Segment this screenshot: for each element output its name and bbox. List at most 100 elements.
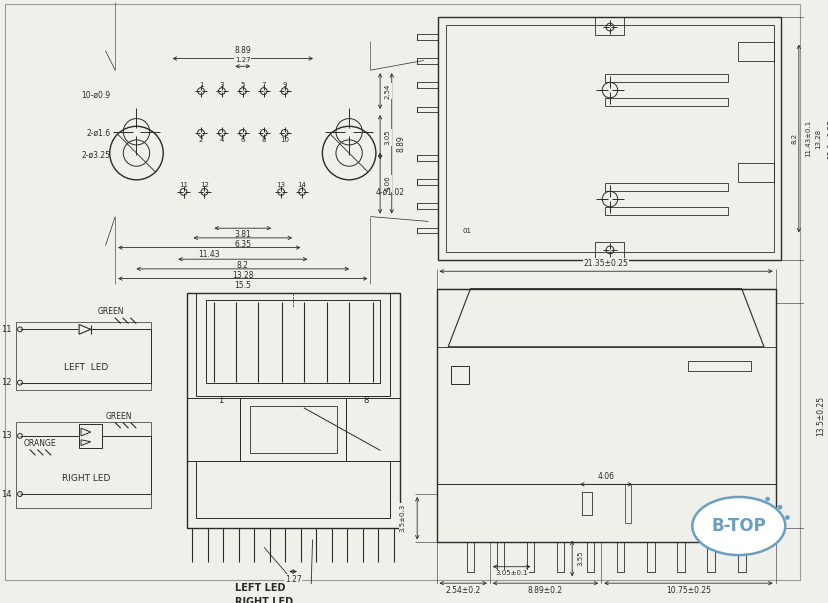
Bar bbox=[186, 292, 399, 528]
Bar bbox=[556, 543, 564, 572]
Ellipse shape bbox=[691, 497, 784, 555]
Text: 3.81: 3.81 bbox=[234, 230, 251, 239]
Bar bbox=[16, 321, 151, 390]
Text: B-TOP: B-TOP bbox=[710, 517, 765, 535]
Text: 3: 3 bbox=[219, 82, 224, 88]
Text: 2: 2 bbox=[199, 137, 203, 143]
Text: LEFT  LED: LEFT LED bbox=[64, 362, 108, 371]
Text: 14: 14 bbox=[297, 182, 306, 188]
Bar bbox=[416, 203, 438, 209]
Text: ORANGE: ORANGE bbox=[24, 439, 56, 448]
Bar bbox=[416, 58, 438, 64]
Text: 12: 12 bbox=[1, 378, 12, 387]
Text: 10: 10 bbox=[280, 137, 289, 143]
Text: 21.35±0.25: 21.35±0.25 bbox=[583, 259, 628, 268]
Text: 15.9±0.25: 15.9±0.25 bbox=[826, 118, 828, 159]
Text: 1: 1 bbox=[199, 82, 203, 88]
Bar bbox=[249, 406, 336, 453]
Text: 1.27: 1.27 bbox=[234, 57, 250, 63]
Circle shape bbox=[765, 497, 768, 501]
Text: 11.43±0.1: 11.43±0.1 bbox=[805, 120, 811, 157]
Bar bbox=[624, 484, 630, 523]
Bar bbox=[581, 492, 591, 516]
Bar bbox=[604, 207, 727, 215]
Text: 13.28: 13.28 bbox=[814, 128, 821, 148]
Bar bbox=[239, 398, 346, 461]
Bar bbox=[496, 543, 503, 572]
Bar bbox=[706, 543, 714, 572]
Text: 4-ø1.02: 4-ø1.02 bbox=[375, 188, 404, 197]
Text: 3.05±0.1: 3.05±0.1 bbox=[494, 570, 527, 576]
Bar bbox=[436, 484, 775, 543]
Text: 4.06: 4.06 bbox=[384, 175, 391, 191]
Bar bbox=[416, 107, 438, 112]
Bar bbox=[416, 83, 438, 88]
Text: RIGHT LED: RIGHT LED bbox=[61, 474, 110, 483]
Text: 3.55: 3.55 bbox=[576, 551, 582, 566]
Bar bbox=[604, 98, 727, 106]
Text: 8.2: 8.2 bbox=[790, 133, 797, 144]
Text: 2.54±0.2: 2.54±0.2 bbox=[445, 587, 480, 595]
Bar bbox=[346, 398, 399, 461]
Text: 5: 5 bbox=[240, 82, 245, 88]
Text: 3.3±0.3: 3.3±0.3 bbox=[766, 509, 772, 537]
Text: 13.28: 13.28 bbox=[232, 271, 253, 280]
Bar bbox=[604, 74, 727, 82]
Bar bbox=[196, 292, 390, 396]
Bar bbox=[676, 543, 684, 572]
Bar bbox=[586, 543, 594, 572]
Text: 12: 12 bbox=[200, 182, 209, 188]
Text: 6: 6 bbox=[240, 137, 245, 143]
Bar bbox=[737, 42, 773, 61]
Text: 8.89: 8.89 bbox=[234, 46, 251, 55]
Text: 2.54: 2.54 bbox=[384, 83, 391, 99]
Text: 9: 9 bbox=[282, 82, 286, 88]
Bar bbox=[526, 543, 534, 572]
Text: 8.89: 8.89 bbox=[397, 135, 406, 152]
Text: 1: 1 bbox=[218, 397, 223, 405]
Bar bbox=[595, 17, 623, 35]
Text: 11: 11 bbox=[179, 182, 188, 188]
Bar bbox=[436, 347, 775, 484]
Circle shape bbox=[777, 505, 781, 509]
Text: 8.2: 8.2 bbox=[237, 262, 248, 271]
Bar bbox=[416, 34, 438, 40]
Bar bbox=[416, 179, 438, 185]
Text: 8: 8 bbox=[261, 137, 266, 143]
Bar bbox=[416, 228, 438, 233]
Text: 01: 01 bbox=[462, 227, 471, 233]
Text: 8.89±0.2: 8.89±0.2 bbox=[527, 587, 562, 595]
Text: 8: 8 bbox=[363, 397, 368, 405]
Bar bbox=[616, 543, 623, 572]
Text: 3.5±0.3: 3.5±0.3 bbox=[399, 504, 405, 532]
Bar bbox=[646, 543, 654, 572]
Bar bbox=[438, 17, 781, 260]
Text: 10.75±0.25: 10.75±0.25 bbox=[665, 587, 710, 595]
Text: 2-ø1.6: 2-ø1.6 bbox=[86, 129, 110, 138]
Text: 15.5: 15.5 bbox=[234, 281, 251, 290]
Text: GREEN: GREEN bbox=[98, 308, 124, 317]
Text: 11.43: 11.43 bbox=[198, 250, 220, 259]
Bar bbox=[466, 543, 474, 572]
Circle shape bbox=[785, 516, 788, 519]
Text: 13: 13 bbox=[1, 431, 12, 440]
Bar bbox=[186, 398, 239, 461]
Bar bbox=[595, 242, 623, 260]
Text: 2-ø3.25: 2-ø3.25 bbox=[81, 151, 110, 160]
Text: 4.06: 4.06 bbox=[597, 472, 614, 481]
Bar bbox=[16, 422, 151, 508]
Bar bbox=[79, 425, 102, 447]
Text: 6.35: 6.35 bbox=[234, 240, 251, 249]
Text: RIGHT LED: RIGHT LED bbox=[235, 596, 293, 603]
Text: 14: 14 bbox=[1, 490, 12, 499]
Bar bbox=[196, 461, 390, 518]
Text: 3.05: 3.05 bbox=[384, 129, 391, 145]
Bar bbox=[737, 163, 773, 182]
Bar bbox=[604, 183, 727, 191]
Text: 11: 11 bbox=[1, 325, 12, 334]
Bar bbox=[436, 289, 775, 543]
Text: 13: 13 bbox=[277, 182, 286, 188]
Text: 13.5±0.25: 13.5±0.25 bbox=[816, 396, 825, 435]
Bar bbox=[737, 543, 744, 572]
Bar bbox=[205, 300, 380, 383]
